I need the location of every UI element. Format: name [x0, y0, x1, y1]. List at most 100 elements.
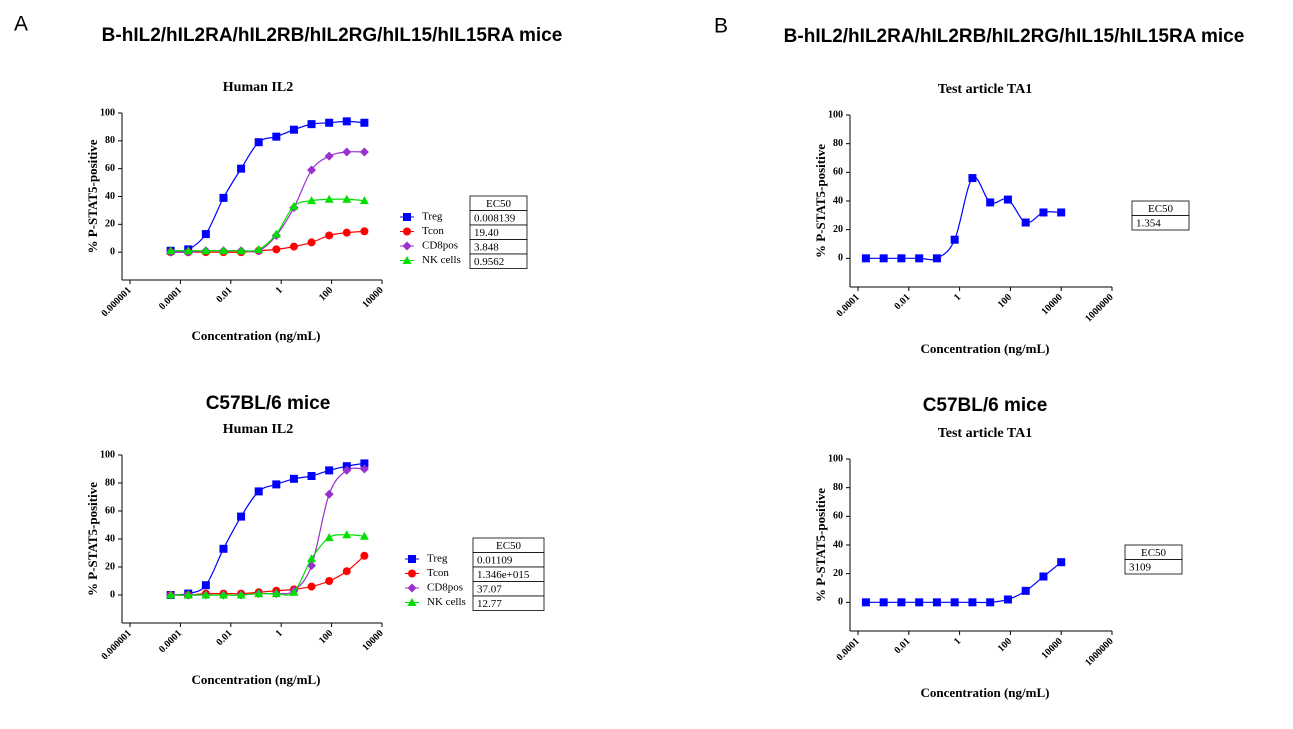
data-point	[1021, 586, 1030, 595]
fit-curve	[170, 151, 365, 253]
table-value: 0.01109	[477, 554, 513, 566]
data-point	[289, 201, 299, 210]
fit-curve	[170, 555, 365, 596]
x-tick-label: 0.0001	[157, 285, 184, 312]
data-point	[968, 598, 977, 607]
data-point	[897, 598, 906, 607]
table-header: EC50	[486, 198, 512, 210]
data-point	[359, 531, 369, 540]
data-point	[307, 554, 317, 563]
data-point	[324, 151, 334, 161]
data-point	[218, 590, 228, 599]
table-cell	[472, 595, 545, 611]
x-tick-label: 0.01	[214, 285, 234, 305]
chart: B-hIL2/hIL2RA/hIL2RB/hIL2RG/hIL15/hIL15R…	[784, 26, 1245, 356]
data-point	[342, 465, 352, 475]
data-point	[915, 254, 924, 263]
data-point	[236, 590, 246, 599]
data-point	[307, 120, 316, 129]
fit-curve	[865, 176, 1062, 261]
x-tick-label: 0.0001	[835, 292, 862, 319]
x-tick-label: 100	[317, 628, 335, 646]
chart-title: Test article TA1	[938, 426, 1033, 441]
data-point	[201, 590, 211, 599]
data-point	[932, 254, 941, 263]
y-tick-label: 60	[105, 505, 115, 516]
heading: C57BL/6 mice	[206, 393, 331, 414]
data-point	[950, 598, 959, 607]
legend-marker	[403, 227, 411, 236]
x-tick-label: 0.000001	[99, 285, 133, 319]
legend-marker	[408, 569, 416, 578]
x-tick-label: 0.01	[892, 292, 912, 312]
data-point	[1021, 218, 1030, 227]
y-tick-label: 100	[100, 449, 115, 460]
table-cell	[1131, 215, 1190, 231]
x-axis-label: Concentration (ng/mL)	[192, 672, 321, 687]
table-cell	[469, 253, 528, 269]
y-tick-label: 20	[833, 568, 843, 579]
y-tick-label: 40	[105, 533, 115, 544]
data-point	[360, 551, 369, 560]
y-tick-label: 100	[828, 453, 843, 464]
data-point	[915, 598, 924, 607]
x-tick-label: 1	[274, 628, 285, 639]
data-point	[307, 582, 316, 591]
data-point	[254, 244, 264, 253]
data-point	[237, 164, 246, 173]
legend-marker	[402, 241, 412, 251]
data-point	[1039, 572, 1048, 581]
x-tick-label: 100	[317, 285, 335, 303]
data-point	[201, 230, 210, 239]
x-tick-label: 100	[996, 636, 1014, 654]
fit-curve	[170, 198, 365, 252]
y-axis-label: % P-STAT5-positive	[85, 139, 100, 253]
data-point	[986, 598, 995, 607]
data-point	[307, 165, 317, 175]
heading: B-hIL2/hIL2RA/hIL2RB/hIL2RG/hIL15/hIL15R…	[102, 25, 563, 46]
x-axis-label: Concentration (ng/mL)	[192, 328, 321, 343]
chart-title: Human IL2	[223, 422, 293, 437]
x-axis-label: Concentration (ng/mL)	[921, 341, 1050, 356]
data-point	[272, 480, 281, 489]
heading: C57BL/6 mice	[923, 395, 1048, 416]
table-value: 37.07	[477, 583, 502, 595]
x-tick-label: 1000000	[1083, 636, 1116, 669]
data-point	[219, 193, 228, 202]
data-point	[968, 174, 977, 183]
x-tick-label: 10000	[360, 628, 385, 653]
data-point	[1003, 195, 1012, 204]
data-point	[219, 544, 228, 553]
y-axis-label: % P-STAT5-positive	[85, 482, 100, 596]
legend-marker	[407, 583, 417, 593]
data-point	[289, 474, 298, 483]
fit-curve	[170, 462, 365, 596]
data-point	[359, 147, 369, 157]
y-tick-label: 80	[105, 135, 115, 146]
data-point	[342, 147, 352, 157]
y-tick-label: 100	[100, 107, 115, 118]
fit-curve	[170, 534, 365, 596]
data-point	[861, 254, 870, 263]
data-point	[342, 567, 351, 576]
table-value: 19.40	[474, 227, 499, 239]
data-point	[360, 227, 369, 236]
data-point	[166, 246, 176, 255]
legend-marker	[407, 598, 417, 606]
y-tick-label: 40	[105, 191, 115, 202]
y-tick-label: 100	[828, 109, 843, 120]
data-point	[289, 242, 298, 251]
data-point	[1057, 208, 1066, 217]
table-header: EC50	[496, 540, 522, 552]
data-point	[342, 194, 352, 203]
data-point	[359, 464, 369, 474]
data-point	[307, 238, 316, 247]
data-point	[272, 245, 281, 254]
data-point	[201, 581, 210, 590]
data-point	[897, 254, 906, 263]
data-point	[254, 589, 264, 598]
table-value: 3.848	[474, 241, 499, 253]
data-point	[324, 489, 334, 499]
y-axis-label: % P-STAT5-positive	[813, 488, 828, 602]
data-point	[236, 246, 246, 255]
